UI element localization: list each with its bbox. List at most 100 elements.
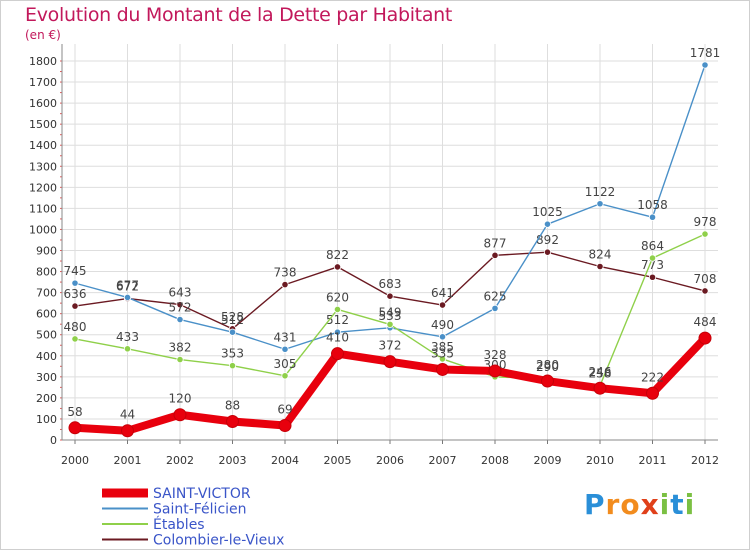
logo-letter: r: [605, 488, 621, 521]
x-tick-label: 2009: [534, 454, 562, 467]
logo-letter: P: [584, 488, 606, 521]
data-label-saint-victor: 484: [694, 315, 717, 329]
data-point-saint-victor: [646, 386, 659, 400]
data-label-colombier-le-vieux: 822: [326, 248, 349, 262]
y-tick-label: 800: [36, 266, 57, 279]
data-point-colombier-le-vieux: [71, 302, 79, 310]
data-label-saint-f-licien: 745: [64, 264, 87, 278]
data-point-colombier-le-vieux: [333, 263, 342, 271]
data-point--tables: [281, 372, 289, 380]
data-label--tables: 382: [169, 341, 192, 355]
y-tick-label: 600: [36, 308, 57, 321]
data-label-saint-f-licien: 431: [274, 330, 297, 344]
data-point-saint-f-licien: [491, 304, 499, 313]
proxiti-logo: Proxiti: [584, 488, 695, 521]
x-tick-label: 2004: [271, 454, 299, 467]
data-point-colombier-le-vieux: [596, 262, 604, 271]
x-tick-label: 2010: [586, 454, 614, 467]
y-tick-label: 0: [50, 434, 57, 447]
data-label-colombier-le-vieux: 708: [694, 272, 717, 286]
data-point--tables: [176, 355, 184, 364]
data-point-saint-f-licien: [438, 333, 447, 341]
chart-title: Evolution du Montant de la Dette par Hab…: [25, 4, 453, 26]
data-point-saint-victor: [436, 362, 449, 376]
x-tick-label: 2012: [691, 454, 719, 467]
data-point-saint-victor: [488, 364, 502, 378]
data-label-saint-victor: 246: [589, 365, 612, 379]
data-label--tables: 433: [116, 330, 139, 344]
data-label--tables: 305: [274, 357, 297, 371]
data-point-saint-f-licien: [333, 328, 342, 336]
data-label-saint-victor: 58: [67, 405, 82, 419]
y-tick-label: 1300: [29, 160, 57, 173]
data-point-saint-victor: [383, 355, 397, 369]
x-tick-label: 2007: [429, 454, 457, 467]
y-tick-label: 1400: [29, 139, 57, 152]
data-point-saint-f-licien: [176, 315, 184, 324]
data-label-colombier-le-vieux: 672: [116, 280, 139, 294]
data-label-colombier-le-vieux: 636: [64, 287, 87, 301]
data-label-saint-victor: 280: [536, 358, 559, 372]
data-label-saint-f-licien: 572: [169, 301, 192, 315]
x-tick-label: 2003: [219, 454, 247, 467]
data-point-saint-victor: [173, 408, 187, 422]
data-label--tables: 290: [536, 360, 559, 374]
data-label-saint-f-licien: 677: [116, 278, 139, 292]
data-label-saint-victor: 69: [277, 402, 292, 416]
data-point-colombier-le-vieux: [386, 292, 394, 300]
data-label-saint-victor: 222: [641, 370, 664, 384]
legend-label-saint-f-licien: Saint-Félicien: [153, 502, 247, 518]
y-tick-label: 400: [36, 350, 57, 363]
data-point-colombier-le-vieux: [648, 273, 657, 281]
data-point-colombier-le-vieux: [438, 301, 447, 309]
data-label-colombier-le-vieux: 892: [536, 233, 559, 247]
y-tick-label: 200: [36, 392, 57, 405]
data-label-saint-victor: 328: [484, 348, 507, 362]
y-tick-label: 900: [36, 245, 57, 258]
data-point-saint-f-licien: [228, 328, 237, 336]
data-label-colombier-le-vieux: 877: [484, 236, 507, 250]
data-label-colombier-le-vieux: 528: [221, 310, 244, 324]
data-point-saint-victor: [68, 421, 82, 435]
y-tick-label: 1000: [29, 223, 57, 236]
data-point--tables: [648, 254, 657, 262]
data-point-saint-victor: [331, 347, 344, 361]
data-label-colombier-le-vieux: 824: [589, 248, 612, 262]
data-point--tables: [438, 355, 447, 363]
data-label-colombier-le-vieux: 738: [274, 266, 297, 280]
y-tick-label: 1500: [29, 118, 57, 131]
data-label-saint-f-licien: 1122: [585, 185, 616, 199]
y-tick-label: 1700: [29, 76, 57, 89]
data-label-saint-victor: 88: [225, 398, 240, 412]
y-tick-label: 1200: [29, 181, 57, 194]
legend-label-colombier-le-vieux: Colombier-le-Vieux: [153, 533, 284, 549]
data-point--tables: [123, 345, 132, 353]
data-point-saint-f-licien: [596, 200, 604, 208]
logo-letter: x: [640, 488, 660, 521]
data-point-saint-f-licien: [123, 293, 132, 302]
data-point--tables: [386, 320, 394, 329]
data-label-saint-f-licien: 533: [379, 309, 402, 323]
logo-letter: i: [684, 488, 696, 521]
logo-letter: t: [670, 488, 685, 521]
data-point-colombier-le-vieux: [701, 287, 709, 295]
data-label--tables: 353: [221, 347, 244, 361]
data-point--tables: [71, 335, 79, 343]
x-tick-label: 2011: [639, 454, 667, 467]
logo-letter: o: [620, 488, 641, 521]
data-point-colombier-le-vieux: [491, 251, 499, 259]
x-tick-label: 2008: [481, 454, 509, 467]
data-point-saint-f-licien: [648, 213, 657, 221]
legend-label--tables: Étables: [153, 516, 205, 533]
x-tick-label: 2006: [376, 454, 404, 467]
chart-subtitle: (en €): [25, 28, 61, 42]
y-tick-label: 1600: [29, 97, 57, 110]
data-label-saint-f-licien: 1781: [690, 46, 721, 60]
data-label-saint-f-licien: 512: [221, 313, 244, 327]
data-point-saint-victor: [698, 331, 712, 345]
data-label--tables: 480: [64, 320, 87, 334]
data-label-saint-victor: 410: [326, 331, 349, 345]
x-tick-label: 2002: [166, 454, 194, 467]
data-label-saint-f-licien: 625: [484, 289, 507, 303]
